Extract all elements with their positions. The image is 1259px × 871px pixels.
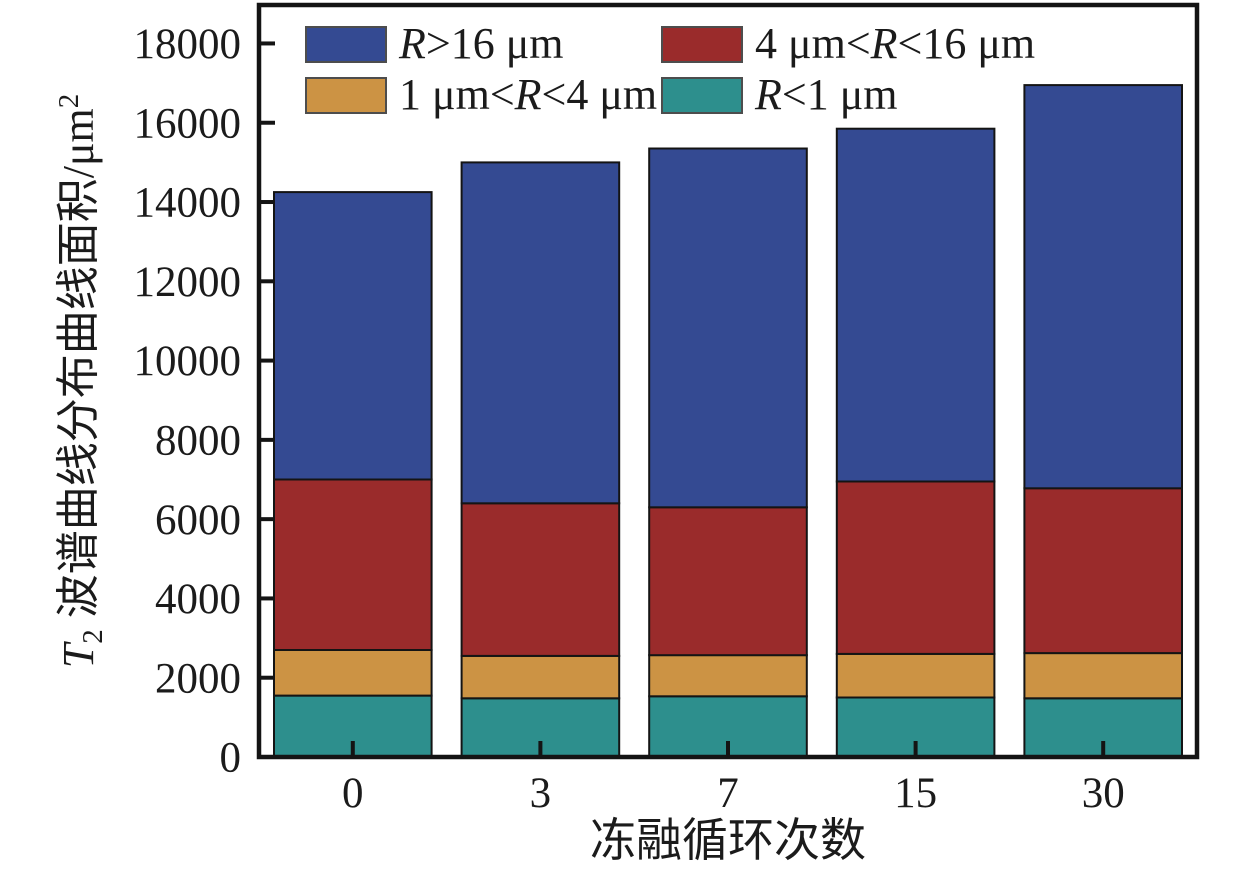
bar-segment (460, 502, 621, 657)
bar-segment (273, 649, 433, 697)
legend-label: 1 μm<R<4 μm (399, 70, 658, 119)
bar-segment (835, 480, 996, 655)
y-tick-label: 2000 (155, 655, 241, 702)
x-tick-label: 7 (717, 770, 739, 817)
bar-segment (648, 654, 808, 698)
bar-segment (1023, 487, 1184, 655)
bar-segment (273, 191, 433, 481)
bar-segment (1023, 84, 1184, 490)
bar-segment (648, 147, 808, 509)
x-tick-label: 0 (342, 770, 364, 817)
y-tick-label: 10000 (134, 338, 242, 385)
y-tick-label: 14000 (134, 180, 242, 227)
chart-legend: R>16 μm 4 μm<R<16 μm 1 μm<R<4 μm R<1 μm (305, 22, 1035, 117)
legend-item: 4 μm<R<16 μm (661, 22, 1035, 66)
bar-segment (273, 478, 433, 651)
y-axis-title: T2 波谱曲线分布曲线面积/μm2 (53, 94, 109, 669)
y-tick-label: 16000 (134, 100, 242, 147)
y-tick-label: 4000 (155, 576, 241, 623)
legend-item: 1 μm<R<4 μm (305, 73, 661, 117)
x-tick-label: 15 (894, 770, 937, 817)
y-tick-label: 8000 (155, 417, 241, 464)
x-tick-label: 3 (530, 770, 552, 817)
bar-segment (460, 654, 621, 700)
bar-segment (835, 652, 996, 699)
legend-item: R<1 μm (661, 73, 1035, 117)
legend-label: R<1 μm (755, 70, 898, 119)
x-axis-title: 冻融循环次数 (590, 815, 866, 866)
legend-label: 4 μm<R<16 μm (755, 19, 1036, 68)
legend-label: R>16 μm (399, 19, 564, 68)
y-tick-label: 6000 (155, 497, 241, 544)
legend-swatch (661, 76, 743, 114)
legend-swatch (305, 76, 387, 114)
y-tick-label: 12000 (134, 259, 242, 306)
y-tick-label: 18000 (134, 21, 242, 68)
y-tick-label: 0 (220, 735, 242, 782)
bar-segment (1023, 652, 1184, 700)
bar-segment (460, 161, 621, 505)
x-tick-label: 30 (1082, 770, 1125, 817)
legend-swatch (661, 25, 743, 63)
bar-segment (835, 127, 996, 483)
legend-swatch (305, 25, 387, 63)
legend-item: R>16 μm (305, 22, 661, 66)
bar-segment (648, 506, 808, 657)
